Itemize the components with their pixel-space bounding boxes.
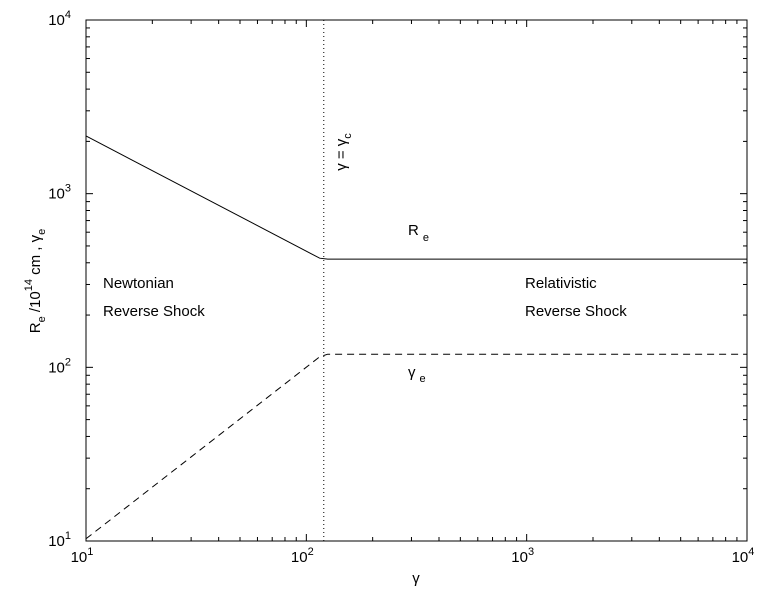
newtonian-label-line1: Newtonian xyxy=(103,275,174,292)
y-axis-label: Re /1014 cm , γe xyxy=(23,229,48,334)
series-line-gamma_e xyxy=(85,353,747,540)
relativistic-label-line1: Relativistic xyxy=(525,275,597,292)
x-axis-label: γ xyxy=(412,570,420,587)
plot-area xyxy=(85,19,748,542)
y-tick-label: 102 xyxy=(48,356,71,376)
y-tick-labels: 101 102 103 104 xyxy=(48,9,71,550)
relativistic-label-line2: Reverse Shock xyxy=(525,303,627,320)
y-tick-label: 104 xyxy=(48,9,71,29)
axis-ticks xyxy=(85,20,747,542)
x-tick-label: 103 xyxy=(511,546,534,566)
gamma-c-label: γ = γc xyxy=(333,133,354,171)
y-tick-label: 103 xyxy=(48,183,71,203)
newtonian-label-line2: Reverse Shock xyxy=(103,303,205,320)
x-tick-label: 102 xyxy=(291,546,314,566)
y-tick-label: 101 xyxy=(48,530,71,550)
x-tick-label: 101 xyxy=(71,546,94,566)
series-line-re xyxy=(85,135,747,260)
series-layer xyxy=(85,20,747,541)
plot-frame xyxy=(85,19,748,542)
x-tick-labels: 101 102 103 104 xyxy=(71,546,755,566)
x-tick-label: 104 xyxy=(732,546,755,566)
